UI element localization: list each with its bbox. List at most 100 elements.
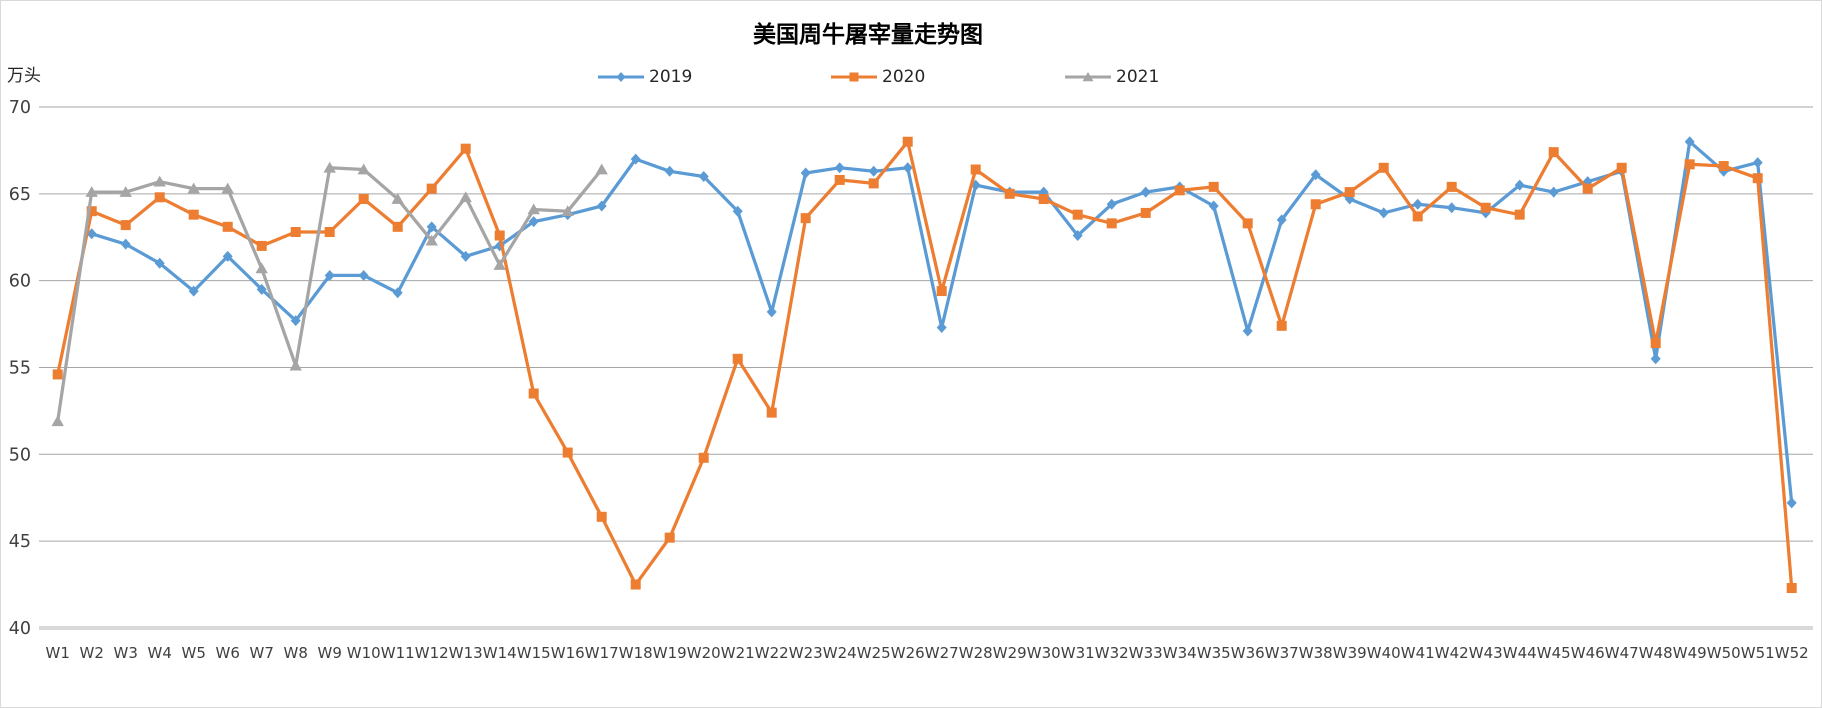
series-2020-point <box>86 206 97 217</box>
x-tick-label: W43 <box>1469 644 1503 662</box>
series-2019-point <box>426 221 437 233</box>
series-2020-point <box>52 369 63 380</box>
chart-legend: 2019 2020 2021 <box>1 65 1821 89</box>
series-2019-point <box>358 269 369 281</box>
series-2019-point <box>324 269 335 281</box>
series-2019-point <box>936 322 947 334</box>
x-tick-label: W44 <box>1503 644 1537 662</box>
x-tick-label: W37 <box>1265 644 1299 662</box>
series-2020-point <box>1412 211 1423 222</box>
series-2019-point <box>1140 186 1151 198</box>
series-2019-point <box>154 257 165 269</box>
x-tick-label: W29 <box>993 644 1027 662</box>
series-2020-point <box>630 579 641 590</box>
legend-item-2021[interactable]: 2021 <box>1065 65 1159 89</box>
series-2020-point <box>1106 218 1117 229</box>
y-tick-label: 45 <box>9 532 31 552</box>
x-tick-label: W39 <box>1333 644 1367 662</box>
series-2021-line <box>56 166 604 423</box>
series-2021-point <box>51 415 64 427</box>
series-2020-point <box>1650 338 1661 349</box>
series-2020-point <box>1174 185 1185 196</box>
series-2019-point <box>290 315 301 327</box>
x-tick-label: W2 <box>80 644 104 662</box>
legend-label-2021: 2021 <box>1116 67 1160 87</box>
y-tick-label: 40 <box>9 619 31 639</box>
x-tick-label: W27 <box>925 644 959 662</box>
x-tick-label: W28 <box>959 644 993 662</box>
series-2020-point <box>1072 209 1083 220</box>
x-tick-label: W48 <box>1639 644 1673 662</box>
series-2019-point <box>902 162 913 174</box>
series-2020-point <box>1786 583 1797 594</box>
legend-item-2019[interactable]: 2019 <box>598 65 692 89</box>
series-2019-point <box>188 285 199 297</box>
series-2021-point <box>221 182 234 194</box>
x-tick-label: W42 <box>1435 644 1469 662</box>
x-tick-label: W19 <box>653 644 687 662</box>
x-tick-label: W40 <box>1367 644 1401 662</box>
series-2021-point <box>323 161 336 173</box>
series-2019-point <box>698 170 709 182</box>
x-tick-label: W7 <box>250 644 274 662</box>
y-tick-label: 55 <box>9 358 31 378</box>
series-2020-point <box>120 220 131 231</box>
series-2021-point <box>595 163 608 175</box>
series-2020-point <box>1208 181 1219 192</box>
x-tick-label: W45 <box>1537 644 1571 662</box>
series-2019-point <box>1548 186 1559 198</box>
x-tick-label: W26 <box>891 644 925 662</box>
x-tick-label: W51 <box>1741 644 1775 662</box>
series-2020-point <box>596 511 607 522</box>
series-2020-point <box>1242 218 1253 229</box>
series-2019-point <box>1650 353 1661 365</box>
x-tick-label: W16 <box>551 644 585 662</box>
series-2020-point <box>732 353 743 364</box>
series-2020-point <box>1684 159 1695 170</box>
series-2019-point <box>1786 497 1797 509</box>
series-2021-point <box>561 205 574 216</box>
series-2021-point <box>187 182 200 194</box>
x-tick-label: W3 <box>114 644 138 662</box>
x-tick-label: W22 <box>755 644 789 662</box>
x-tick-label: W33 <box>1129 644 1163 662</box>
series-2019-point <box>120 238 131 250</box>
series-2020-point <box>188 209 199 220</box>
series-2021-point <box>289 359 302 371</box>
x-tick-label: W12 <box>415 644 449 662</box>
legend-marker-2020-icon <box>831 72 877 82</box>
legend-label-2019: 2019 <box>649 67 693 87</box>
series-2019-point <box>1242 325 1253 337</box>
legend-marker-2019-icon <box>598 72 644 82</box>
series-2020-point <box>1378 162 1389 173</box>
x-tick-label: W36 <box>1231 644 1265 662</box>
series-2020-point <box>902 136 913 147</box>
series-2020-point <box>1548 147 1559 158</box>
x-tick-label: W49 <box>1673 644 1707 662</box>
series-2019-point <box>528 216 539 228</box>
y-axis-unit-label: 万头 <box>7 66 41 86</box>
x-tick-label: W52 <box>1775 644 1809 662</box>
series-2019-point <box>766 306 777 318</box>
series-2020-point <box>426 183 437 194</box>
series-2020-point <box>1616 162 1627 173</box>
x-tick-label: W46 <box>1571 644 1605 662</box>
series-2019-point <box>664 165 675 177</box>
x-tick-label: W9 <box>318 644 342 662</box>
series-2019-point <box>630 153 641 165</box>
x-tick-label: W10 <box>347 644 381 662</box>
x-tick-label: W38 <box>1299 644 1333 662</box>
series-2019-point <box>1276 214 1287 226</box>
legend-item-2020[interactable]: 2020 <box>831 65 925 89</box>
x-tick-label: W15 <box>517 644 551 662</box>
series-2019-point <box>1106 198 1117 210</box>
series-2021-point <box>255 262 268 274</box>
x-tick-label: W13 <box>449 644 483 662</box>
series-2020-point <box>1276 320 1287 331</box>
series-2019-point <box>1378 207 1389 219</box>
series-2019-point <box>1684 136 1695 148</box>
series-2019-point <box>834 162 845 174</box>
x-tick-label: W35 <box>1197 644 1231 662</box>
